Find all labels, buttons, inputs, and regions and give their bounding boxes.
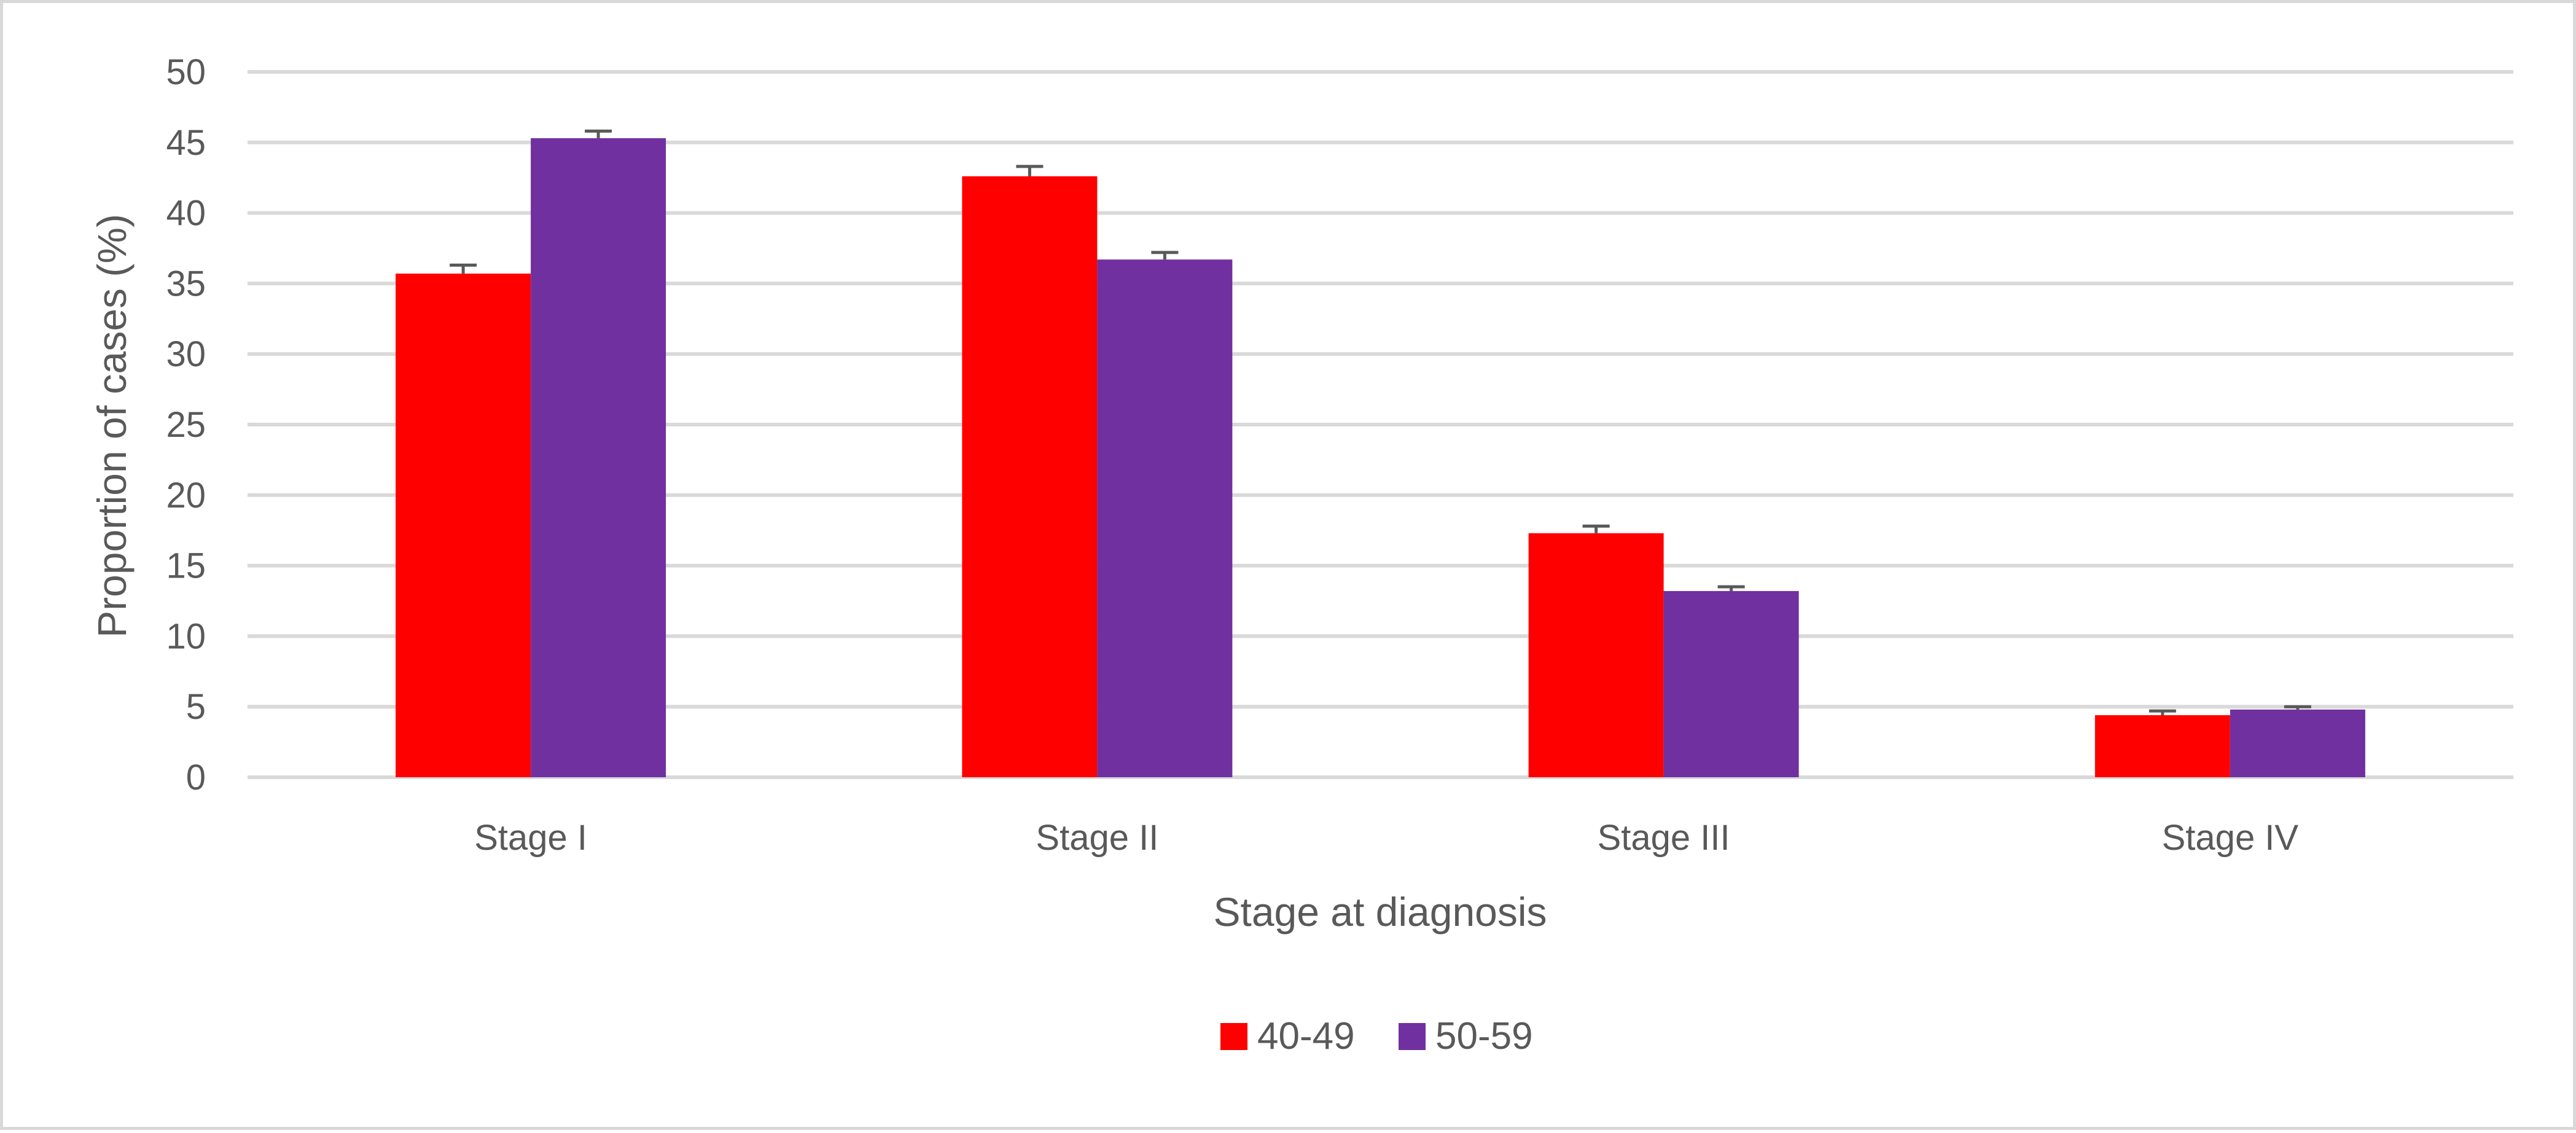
x-tick-label: Stage III	[1598, 818, 1730, 858]
y-tick-label: 30	[166, 334, 206, 374]
x-tick-label: Stage II	[1036, 818, 1158, 858]
error-bars	[450, 129, 2311, 715]
y-tick-label: 10	[166, 616, 206, 656]
legend[interactable]: 40-49 50-59	[1220, 1015, 1533, 1057]
y-tick-label: 35	[166, 264, 206, 304]
y-tick-label: 40	[166, 194, 206, 233]
legend-swatch	[1399, 1023, 1426, 1050]
y-tick-label: 20	[166, 476, 206, 516]
y-tick-label: 45	[166, 123, 206, 163]
x-tick-label: Stage I	[474, 818, 587, 858]
y-tick-label: 5	[186, 687, 206, 727]
bar-40-49-stage-ii	[962, 176, 1098, 777]
x-axis-title: Stage at diagnosis	[1213, 889, 1547, 935]
bar-50-59-stage-ii	[1097, 259, 1233, 777]
y-axis-title: Proportion of cases (%)	[89, 214, 135, 638]
legend-swatch	[1220, 1023, 1247, 1050]
y-tick-labels: 0 5 10 15 20 25 30 35 40 45 50	[166, 52, 206, 798]
x-tick-label: Stage IV	[2162, 818, 2299, 858]
bar-40-49-stage-i	[396, 273, 531, 777]
legend-label: 40-49	[1257, 1015, 1355, 1057]
y-tick-label: 25	[166, 405, 206, 445]
legend-item-50-59[interactable]: 50-59	[1399, 1015, 1533, 1057]
y-tick-label: 0	[186, 758, 206, 798]
legend-item-40-49[interactable]: 40-49	[1220, 1015, 1355, 1057]
bar-40-49-stage-iv	[2094, 715, 2230, 777]
legend-label: 50-59	[1435, 1015, 1533, 1057]
bar-50-59-stage-i	[531, 138, 666, 778]
y-tick-label: 50	[166, 52, 206, 92]
bar-50-59-stage-iii	[1663, 590, 1799, 777]
bar-40-49-stage-iii	[1528, 533, 1664, 777]
bars	[396, 138, 2365, 778]
bar-50-59-stage-iv	[2230, 709, 2365, 777]
y-tick-label: 15	[166, 546, 206, 586]
x-tick-labels: Stage I Stage II Stage III Stage IV	[474, 818, 2298, 858]
